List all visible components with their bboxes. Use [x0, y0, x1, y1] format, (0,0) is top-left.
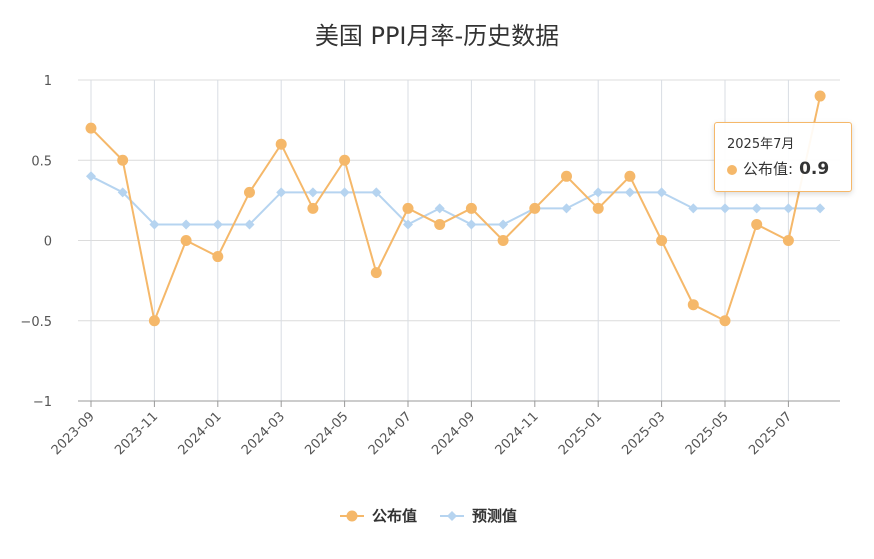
- data-point-actual[interactable]: [434, 218, 446, 230]
- data-point-actual[interactable]: [244, 186, 255, 198]
- data-point-forecast[interactable]: [339, 187, 350, 198]
- y-axis: 1 0.5 0 −0.5 −1: [20, 74, 52, 410]
- data-point-forecast[interactable]: [117, 187, 128, 198]
- data-point-actual[interactable]: [687, 299, 699, 311]
- data-point-actual[interactable]: [275, 138, 287, 150]
- legend-marker: [447, 511, 457, 521]
- data-point-actual[interactable]: [751, 218, 763, 230]
- tooltip: 2025年7月 公布值: 0.9: [714, 122, 852, 192]
- data-point-forecast[interactable]: [720, 203, 730, 214]
- data-point-forecast[interactable]: [276, 187, 287, 198]
- legend-item-0[interactable]: 公布值: [340, 507, 417, 525]
- legend-label: 预测值: [472, 507, 517, 525]
- x-tick-label: 2025-03: [619, 409, 668, 458]
- data-point-forecast[interactable]: [561, 203, 572, 214]
- data-point-actual[interactable]: [656, 235, 668, 246]
- tooltip-label: 公布值:: [743, 160, 794, 178]
- data-point-forecast[interactable]: [466, 219, 477, 230]
- y-tick-label: −0.5: [20, 315, 52, 330]
- x-tick-label: 2023-09: [49, 409, 98, 458]
- x-tick-label: 2025-01: [556, 409, 605, 458]
- y-tick-label: 1: [44, 74, 52, 89]
- data-point-actual[interactable]: [719, 315, 731, 327]
- legend-item-1[interactable]: 预测值: [440, 507, 517, 525]
- data-point-forecast[interactable]: [624, 187, 635, 198]
- x-tick-label: 2024-07: [366, 409, 415, 458]
- legend[interactable]: 公布值 预测值: [340, 507, 517, 525]
- x-tick-label: 2024-01: [176, 409, 225, 458]
- data-point-actual[interactable]: [148, 315, 160, 327]
- data-point-actual[interactable]: [624, 170, 636, 182]
- data-point-forecast[interactable]: [149, 219, 160, 230]
- data-point-forecast[interactable]: [86, 171, 96, 182]
- data-point-forecast[interactable]: [371, 187, 382, 198]
- data-point-forecast[interactable]: [403, 219, 413, 230]
- data-point-forecast[interactable]: [434, 203, 445, 214]
- chart-title: 美国 PPI月率-历史数据: [315, 22, 559, 50]
- data-point-forecast[interactable]: [498, 219, 509, 230]
- data-point-actual[interactable]: [370, 267, 382, 279]
- data-point-actual[interactable]: [814, 90, 826, 102]
- data-point-actual[interactable]: [529, 202, 541, 214]
- data-point-forecast[interactable]: [593, 187, 604, 198]
- x-tick-label: 2024-09: [429, 409, 478, 458]
- x-tick-label: 2023-11: [112, 409, 161, 458]
- y-tick-label: 0.5: [31, 154, 52, 169]
- data-point-actual[interactable]: [561, 170, 572, 182]
- legend-marker: [346, 510, 358, 522]
- data-point-actual[interactable]: [592, 202, 604, 214]
- data-point-forecast[interactable]: [307, 187, 318, 198]
- data-point-forecast[interactable]: [244, 219, 255, 230]
- tooltip-row: 公布值: 0.9: [727, 158, 839, 179]
- data-point-actual[interactable]: [402, 202, 414, 214]
- data-point-actual[interactable]: [465, 202, 477, 214]
- data-point-actual[interactable]: [782, 235, 794, 246]
- x-axis: 2023-09 2023-11 2024-01 2024-03 2024-05 2024-…: [49, 400, 840, 458]
- y-tick-label: −1: [33, 395, 52, 410]
- x-tick-label: 2024-03: [239, 409, 288, 458]
- data-point-actual[interactable]: [497, 235, 509, 246]
- data-point-forecast[interactable]: [212, 219, 223, 230]
- y-tick-label: 0: [44, 235, 52, 250]
- data-point-forecast[interactable]: [656, 187, 667, 198]
- data-point-actual[interactable]: [212, 251, 224, 263]
- x-tick-label: 2024-11: [493, 409, 542, 458]
- data-point-actual[interactable]: [180, 235, 192, 246]
- data-point-forecast[interactable]: [783, 203, 794, 214]
- data-point-forecast[interactable]: [815, 203, 826, 214]
- x-tick-label: 2025-05: [683, 409, 732, 458]
- series-line-0: [90, 95, 822, 325]
- tooltip-series-dot: [727, 164, 737, 175]
- data-point-actual[interactable]: [85, 122, 97, 134]
- tooltip-value: 0.9: [799, 159, 830, 179]
- legend-label: 公布值: [372, 507, 417, 525]
- series-group: [85, 90, 826, 327]
- x-tick-label: 2024-05: [302, 409, 351, 458]
- data-point-actual[interactable]: [307, 202, 319, 214]
- x-tick-label: 2025-07: [746, 409, 795, 458]
- tooltip-date: 2025年7月: [727, 137, 795, 152]
- data-point-actual[interactable]: [117, 154, 129, 166]
- data-point-forecast[interactable]: [751, 203, 762, 214]
- data-point-actual[interactable]: [339, 154, 351, 166]
- data-point-forecast[interactable]: [688, 203, 699, 214]
- data-point-forecast[interactable]: [181, 219, 192, 230]
